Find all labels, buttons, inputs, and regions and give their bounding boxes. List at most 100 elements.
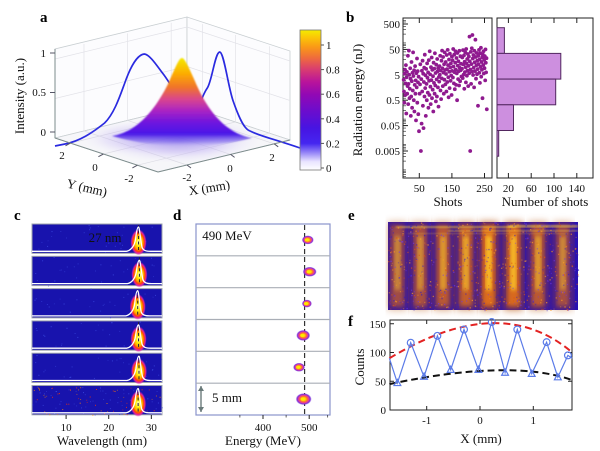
electron-beam-blob (301, 235, 314, 245)
y-tick-2: 2 (59, 150, 65, 162)
electron-beam-blob (296, 329, 311, 341)
f-dynamic-content: 0 50 100 150 -1 0 1 (370, 318, 573, 427)
cb-tick-02: 0.2 (326, 138, 340, 150)
svg-text:-1: -1 (422, 415, 431, 427)
panel-d-electron-energy-stack: 400 500 490 MeV 5 mm Energy (MeV) (195, 223, 331, 448)
y-axis-title: Y (mm) (65, 176, 108, 200)
spectrum-strip (31, 255, 163, 288)
maximum-marker (487, 318, 496, 327)
d-annotation-490mev: 490 MeV (202, 228, 252, 243)
svg-text:500: 500 (384, 19, 401, 31)
f-y-axis-title: Counts (352, 349, 367, 386)
scalebar-arrow (198, 386, 204, 412)
x-tick-m2: -2 (182, 172, 191, 184)
svg-text:10: 10 (61, 422, 73, 434)
svg-text:50: 50 (389, 44, 401, 56)
svg-text:400: 400 (255, 422, 272, 434)
colorbar: 1 0.8 0.6 0.4 0.2 0 (299, 29, 340, 175)
d-x-axis-title: Energy (MeV) (225, 433, 301, 448)
svg-text:150: 150 (370, 319, 387, 331)
d-scalebar-label: 5 mm (212, 390, 242, 405)
panel-label-e: e (348, 208, 355, 224)
b-dynamic-content: 500 50 5 0.5 0.05 0.005 50 150 250 20 60 100 140 (375, 18, 586, 195)
svg-text:60: 60 (526, 183, 538, 195)
maximum-marker (460, 325, 469, 334)
z-tick-0: 0 (41, 127, 47, 139)
electron-beam-blob (295, 393, 312, 406)
minimum-marker (500, 367, 510, 376)
svg-text:20: 20 (103, 422, 115, 434)
c-x-axis-title: Wavelength (nm) (57, 433, 147, 448)
x-tick-2: 2 (269, 152, 275, 164)
svg-text:0: 0 (477, 415, 483, 427)
svg-text:100: 100 (546, 183, 563, 195)
panel-a-3d-surface-plot: 1 0.5 0 2 0 -2 -2 0 2 Intensity (a.u.) Y… (12, 16, 340, 200)
minimum-marker (473, 364, 483, 373)
x-axis-title: X (mm) (188, 177, 231, 198)
cb-tick-1: 1 (326, 40, 332, 52)
y-tick-0: 0 (92, 162, 98, 174)
c-annotation-27nm: 27 nm (89, 230, 122, 245)
panel-label-a: a (40, 10, 48, 26)
spectrum-strip (31, 320, 163, 353)
svg-text:20: 20 (503, 183, 515, 195)
surface-peak (82, 58, 260, 163)
cb-tick-06: 0.6 (326, 89, 340, 101)
z-axis-title: Intensity (a.u.) (12, 58, 27, 134)
z-tick-05: 0.5 (32, 87, 46, 99)
maximum-marker (406, 338, 415, 347)
svg-text:30: 30 (146, 422, 158, 434)
f-x-axis-title: X (mm) (460, 431, 502, 446)
d-dynamic-content: 400 500 (195, 223, 331, 434)
electron-beam-blob (301, 299, 312, 308)
svg-text:0.05: 0.05 (381, 121, 401, 133)
cb-tick-0: 0 (326, 163, 332, 175)
upper-envelope (388, 322, 573, 360)
panel-label-b: b (346, 10, 355, 26)
b-y-axis-title: Radiation energy (nJ) (350, 44, 365, 156)
svg-text:250: 250 (476, 183, 493, 195)
spectrum-strip (31, 223, 163, 256)
x-tick-0: 0 (227, 163, 233, 175)
panel-label-d: d (173, 208, 182, 224)
e-dynamic-content (387, 222, 580, 312)
panel-b-energy-statistics: Radiation energy (nJ) Shots Number of sh… (350, 17, 594, 209)
fringe-profile-line (388, 319, 573, 385)
minimum-marker (392, 378, 402, 387)
b-x-axis-title: Shots (434, 194, 463, 209)
spectrum-strip (31, 288, 163, 320)
spectrum-strip (31, 385, 163, 417)
cb-tick-04: 0.4 (326, 114, 340, 126)
panel-label-f: f (348, 314, 353, 330)
histogram-bars (496, 27, 562, 157)
panel-e-fringe-image (387, 222, 580, 312)
maximum-marker (513, 325, 522, 334)
c-dynamic-content: 10 20 30 (31, 223, 163, 434)
svg-text:0: 0 (381, 405, 387, 417)
minimum-marker (553, 372, 563, 381)
svg-text:140: 140 (569, 183, 586, 195)
b-hist-x-axis-title: Number of shots (502, 194, 589, 209)
svg-text:0.005: 0.005 (375, 146, 400, 158)
svg-text:50: 50 (375, 376, 387, 388)
svg-text:5: 5 (395, 70, 401, 82)
svg-text:150: 150 (444, 183, 461, 195)
minimum-marker (419, 371, 429, 380)
axis-ticks-3d (50, 52, 279, 169)
minimum-marker (527, 368, 537, 377)
maximum-marker (542, 338, 551, 347)
svg-text:500: 500 (301, 422, 318, 434)
panel-label-c: c (14, 208, 21, 224)
svg-text:50: 50 (414, 183, 426, 195)
minimum-marker (446, 364, 456, 373)
electron-beam-blob (293, 362, 306, 372)
electron-beam-blob (302, 266, 317, 277)
z-tick-1: 1 (41, 48, 47, 60)
svg-text:0.5: 0.5 (386, 95, 400, 107)
panel-f-fringe-profile-plot: Counts X (mm) 0 50 100 150 -1 0 1 (352, 318, 573, 446)
scatter-points (401, 33, 489, 153)
maximum-marker (563, 351, 572, 360)
spectrum-strip (31, 352, 163, 385)
svg-text:100: 100 (370, 348, 387, 360)
